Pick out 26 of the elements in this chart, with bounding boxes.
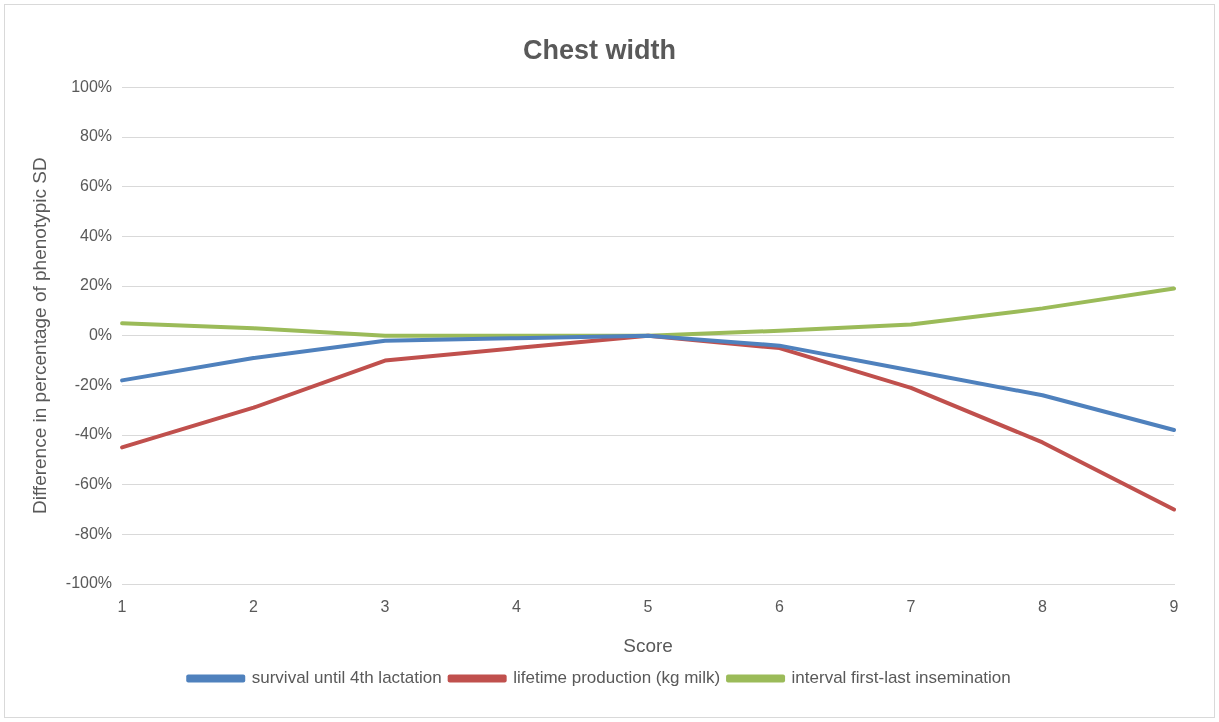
y-tick-label: 60%: [80, 177, 113, 195]
y-tick-label: 20%: [80, 276, 113, 294]
y-tick-label: 40%: [80, 226, 113, 244]
x-tick-label: 1: [117, 598, 127, 616]
x-tick-label: 6: [775, 598, 785, 616]
y-tick-label: -60%: [74, 475, 113, 493]
legend-label: lifetime production (kg milk): [513, 668, 721, 688]
x-tick-label: 3: [380, 598, 390, 616]
y-axis-title: Difference in percentage of phenotypic SD: [28, 157, 50, 515]
y-tick-label: 100%: [71, 77, 113, 95]
legend-label: survival until 4th lactation: [251, 668, 442, 688]
x-tick-label: 8: [1038, 598, 1048, 616]
x-tick-label: 7: [906, 598, 916, 616]
x-axis-title: Score: [623, 634, 673, 656]
y-tick-label: -100%: [65, 574, 113, 592]
x-tick-label: 4: [512, 598, 522, 616]
y-tick-label: -80%: [74, 524, 113, 542]
x-tick-label: 2: [249, 598, 259, 616]
chart-title: Chest width: [523, 34, 676, 65]
y-tick-label: -20%: [74, 375, 113, 393]
legend-label: interval first-last insemination: [791, 668, 1011, 688]
y-tick-label: 0%: [88, 326, 113, 344]
x-tick-label: 9: [1169, 598, 1179, 616]
x-tick-label: 5: [643, 598, 653, 616]
y-tick-label: -40%: [74, 425, 113, 443]
y-tick-label: 80%: [80, 127, 113, 145]
